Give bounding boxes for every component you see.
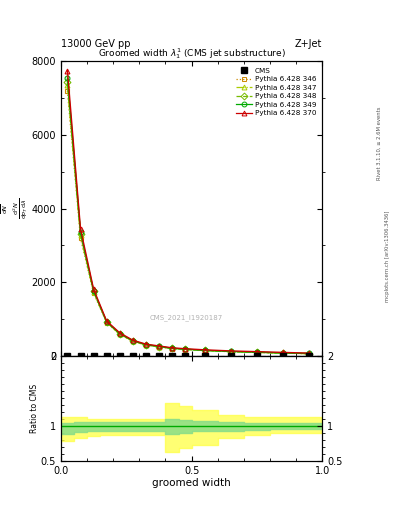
X-axis label: groomed width: groomed width bbox=[152, 478, 231, 488]
Y-axis label: $\frac{1}{\mathrm{d}N}$
$\frac{\mathrm{d}^2N}{\mathrm{d}p_T\,\mathrm{d}\lambda}$: $\frac{1}{\mathrm{d}N}$ $\frac{\mathrm{d… bbox=[0, 198, 30, 219]
Text: Rivet 3.1.10, ≥ 2.6M events: Rivet 3.1.10, ≥ 2.6M events bbox=[377, 106, 382, 180]
Text: CMS_2021_I1920187: CMS_2021_I1920187 bbox=[150, 314, 223, 321]
Legend: CMS, Pythia 6.428 346, Pythia 6.428 347, Pythia 6.428 348, Pythia 6.428 349, Pyt: CMS, Pythia 6.428 346, Pythia 6.428 347,… bbox=[234, 65, 319, 119]
Y-axis label: Ratio to CMS: Ratio to CMS bbox=[30, 383, 39, 433]
Title: Groomed width $\lambda_1^1$ (CMS jet substructure): Groomed width $\lambda_1^1$ (CMS jet sub… bbox=[98, 47, 285, 61]
Text: mcplots.cern.ch [arXiv:1306.3436]: mcplots.cern.ch [arXiv:1306.3436] bbox=[385, 210, 389, 302]
Text: 13000 GeV pp: 13000 GeV pp bbox=[61, 38, 130, 49]
Text: Z+Jet: Z+Jet bbox=[295, 38, 322, 49]
